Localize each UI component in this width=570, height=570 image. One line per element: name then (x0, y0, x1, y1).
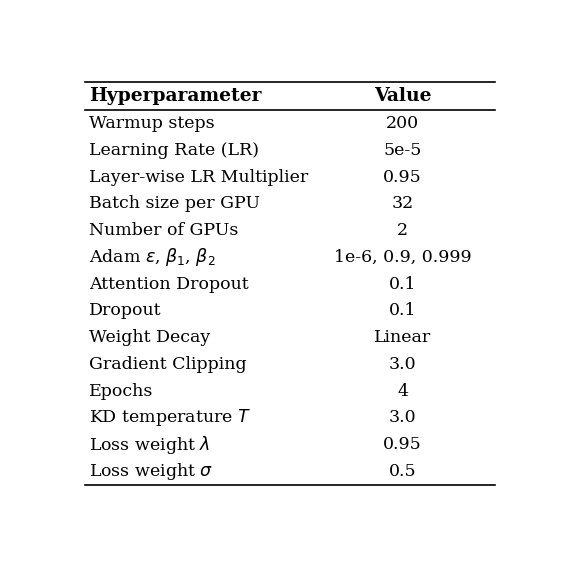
Text: Dropout: Dropout (89, 303, 161, 319)
Text: 0.1: 0.1 (389, 276, 416, 292)
Text: Adam $\epsilon$, $\beta_1$, $\beta_2$: Adam $\epsilon$, $\beta_1$, $\beta_2$ (89, 246, 215, 268)
Text: 5e-5: 5e-5 (384, 142, 422, 159)
Text: Learning Rate (LR): Learning Rate (LR) (89, 142, 259, 159)
Text: 0.95: 0.95 (383, 436, 422, 453)
Text: Value: Value (374, 87, 431, 105)
Text: Loss weight $\lambda$: Loss weight $\lambda$ (89, 434, 210, 456)
Text: 2: 2 (397, 222, 408, 239)
Text: 0.95: 0.95 (383, 169, 422, 185)
Text: Layer-wise LR Multiplier: Layer-wise LR Multiplier (89, 169, 308, 185)
Text: 3.0: 3.0 (389, 409, 416, 426)
Text: 3.0: 3.0 (389, 356, 416, 373)
Text: 1e-6, 0.9, 0.999: 1e-6, 0.9, 0.999 (334, 249, 471, 266)
Text: Weight Decay: Weight Decay (89, 329, 210, 346)
Text: 0.5: 0.5 (389, 463, 416, 480)
Text: Attention Dropout: Attention Dropout (89, 276, 249, 292)
Text: Hyperparameter: Hyperparameter (89, 87, 262, 105)
Text: 32: 32 (392, 196, 414, 212)
Text: Linear: Linear (374, 329, 431, 346)
Text: 0.1: 0.1 (389, 303, 416, 319)
Text: 200: 200 (386, 115, 419, 132)
Text: 4: 4 (397, 382, 408, 400)
Text: Batch size per GPU: Batch size per GPU (89, 196, 260, 212)
Text: KD temperature $T$: KD temperature $T$ (89, 408, 251, 429)
Text: Warmup steps: Warmup steps (89, 115, 214, 132)
Text: Epochs: Epochs (89, 382, 153, 400)
Text: Loss weight $\sigma$: Loss weight $\sigma$ (89, 461, 213, 482)
Text: Gradient Clipping: Gradient Clipping (89, 356, 247, 373)
Text: Number of GPUs: Number of GPUs (89, 222, 238, 239)
